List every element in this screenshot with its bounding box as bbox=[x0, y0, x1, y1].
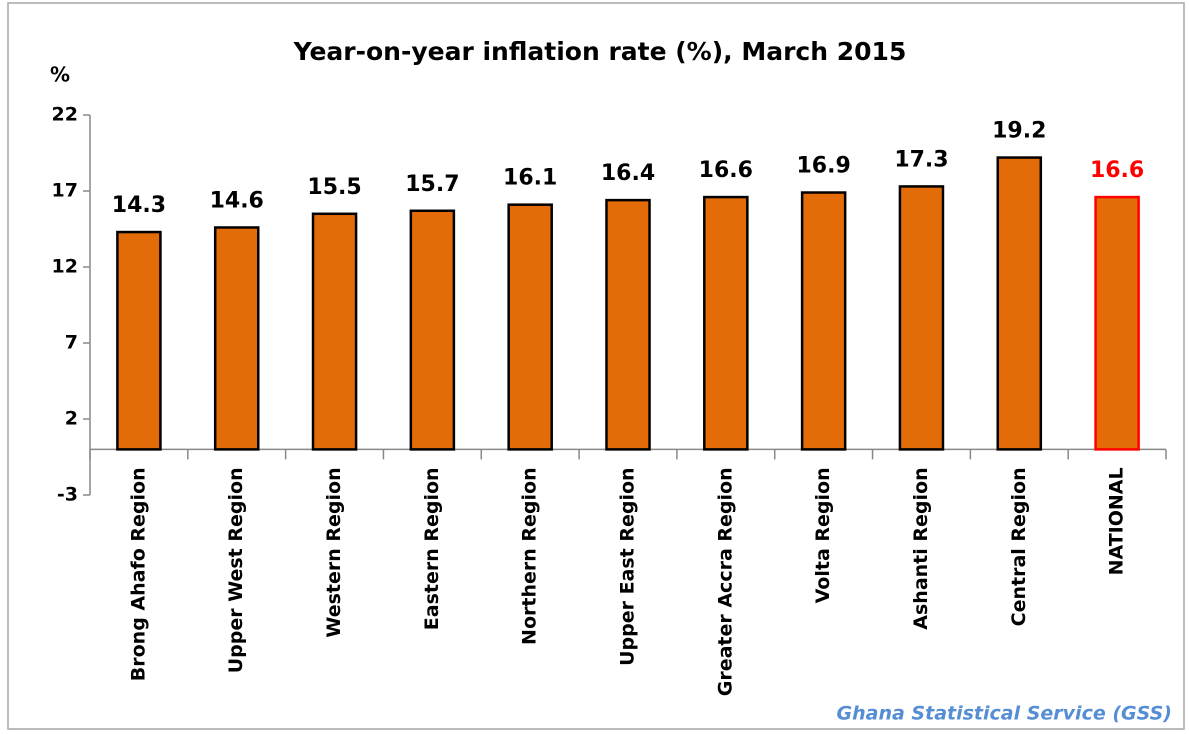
y-tick-label: 7 bbox=[65, 332, 78, 354]
value-label: 16.9 bbox=[796, 154, 850, 179]
value-label: 15.5 bbox=[307, 175, 361, 200]
value-label: 16.1 bbox=[503, 166, 557, 191]
x-tick-label: Greater Accra Region bbox=[714, 467, 736, 696]
x-tick-label: NATIONAL bbox=[1106, 467, 1128, 575]
value-label: 14.6 bbox=[210, 188, 264, 213]
x-tick-label: Central Region bbox=[1008, 467, 1030, 626]
x-tick-label: Volta Region bbox=[812, 467, 834, 603]
value-label: 16.6 bbox=[1090, 158, 1144, 183]
bar bbox=[800, 191, 847, 451]
y-tick-label: 22 bbox=[52, 104, 78, 126]
y-tick-label: 17 bbox=[52, 180, 78, 202]
bar bbox=[898, 185, 945, 451]
x-tick-label: Northern Region bbox=[519, 467, 541, 645]
x-tick-label: Eastern Region bbox=[421, 467, 443, 630]
chart-title: Year-on-year inflation rate (%), March 2… bbox=[293, 37, 907, 66]
bar bbox=[409, 209, 456, 451]
bar bbox=[213, 226, 260, 451]
x-tick-label: Brong Ahafo Region bbox=[127, 467, 149, 681]
bar bbox=[703, 195, 749, 451]
y-tick-label: 2 bbox=[65, 408, 78, 430]
y-tick-label: 12 bbox=[52, 256, 78, 278]
bar bbox=[1094, 195, 1140, 451]
bar bbox=[996, 156, 1043, 451]
value-label: 17.3 bbox=[894, 147, 948, 172]
bar bbox=[116, 230, 162, 451]
bar bbox=[605, 198, 651, 451]
x-tick-label: Western Region bbox=[323, 467, 345, 637]
y-tick-label: -3 bbox=[57, 484, 78, 506]
x-tick-label: Upper East Region bbox=[617, 467, 639, 666]
bar bbox=[507, 203, 553, 451]
value-label: 14.3 bbox=[112, 193, 166, 218]
bar bbox=[311, 212, 358, 451]
chart-border bbox=[7, 2, 1185, 730]
value-label: 15.7 bbox=[405, 172, 459, 197]
value-label: 19.2 bbox=[992, 119, 1046, 144]
value-label: 16.4 bbox=[601, 161, 655, 186]
x-tick-label: Upper West Region bbox=[225, 467, 247, 673]
y-axis-label: % bbox=[50, 63, 70, 87]
x-tick-label: Ashanti Region bbox=[910, 467, 932, 629]
source-note: Ghana Statistical Service (GSS) bbox=[837, 703, 1172, 725]
value-label: 16.6 bbox=[699, 158, 753, 183]
